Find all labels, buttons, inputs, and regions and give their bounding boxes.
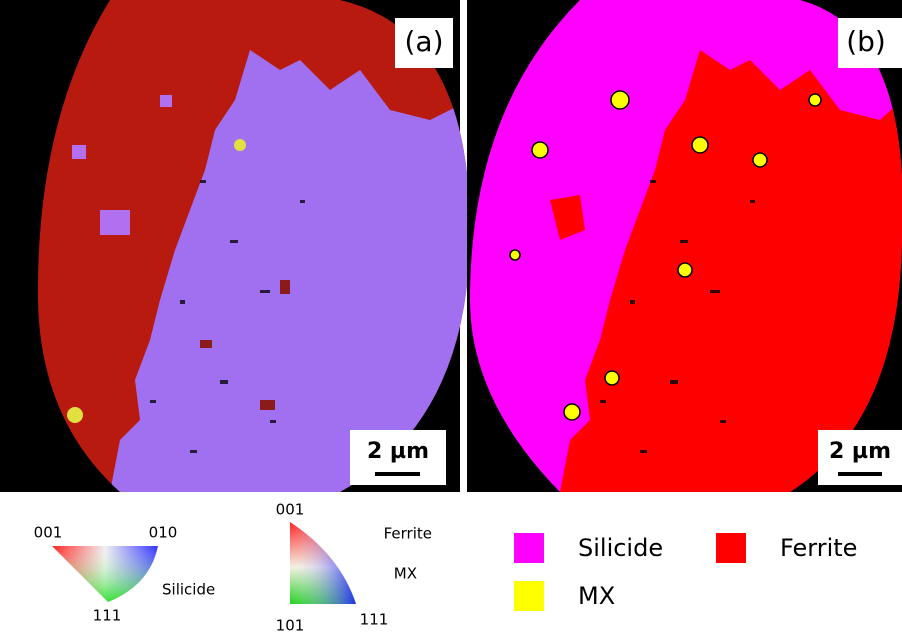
- silicide-region: [110, 50, 470, 492]
- legend-swatch: [514, 533, 544, 563]
- legend-label: MX: [578, 582, 615, 610]
- legend-label: Silicide: [578, 534, 663, 562]
- legend-swatch: [514, 581, 544, 611]
- ipf-corner-label: 001: [34, 524, 63, 542]
- legend: Silicide Ferrite MX: [514, 533, 857, 611]
- panel-a: (a) 2 µm: [0, 0, 470, 492]
- ipf-corner-label: 101: [276, 617, 305, 635]
- panel-label-box: [395, 18, 453, 68]
- scale-bar-label: 2 µm: [829, 439, 891, 464]
- scale-bar-label: 2 µm: [367, 439, 429, 464]
- ipf-phase-label: Ferrite: [384, 525, 432, 543]
- legend-swatch: [716, 533, 746, 563]
- panel-label-box: [838, 18, 902, 68]
- ferrite-region: [560, 50, 902, 492]
- ipf-corner-label: 010: [149, 524, 178, 542]
- panel-label: (b): [846, 25, 886, 58]
- ipf-corner-label: 111: [93, 607, 122, 625]
- ipf-corner-label: 001: [276, 501, 305, 519]
- legend-label: Ferrite: [780, 534, 857, 562]
- ipf-phase-label: MX: [394, 565, 417, 583]
- ipf-corner-label: 111: [360, 611, 389, 629]
- ipf-key-silicide: 001 010 111 Silicide: [34, 524, 216, 625]
- panel-b: (b) 2 µm: [467, 0, 902, 492]
- ipf-key-ferrite: 001 101 111 Ferrite MX: [276, 501, 432, 635]
- ipf-phase-label: Silicide: [162, 581, 215, 599]
- panel-label: (a): [404, 25, 443, 58]
